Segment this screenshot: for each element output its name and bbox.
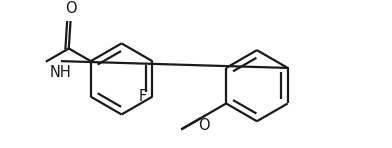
Text: O: O xyxy=(65,1,76,16)
Text: NH: NH xyxy=(49,65,71,79)
Text: O: O xyxy=(198,118,210,133)
Text: F: F xyxy=(139,89,147,104)
